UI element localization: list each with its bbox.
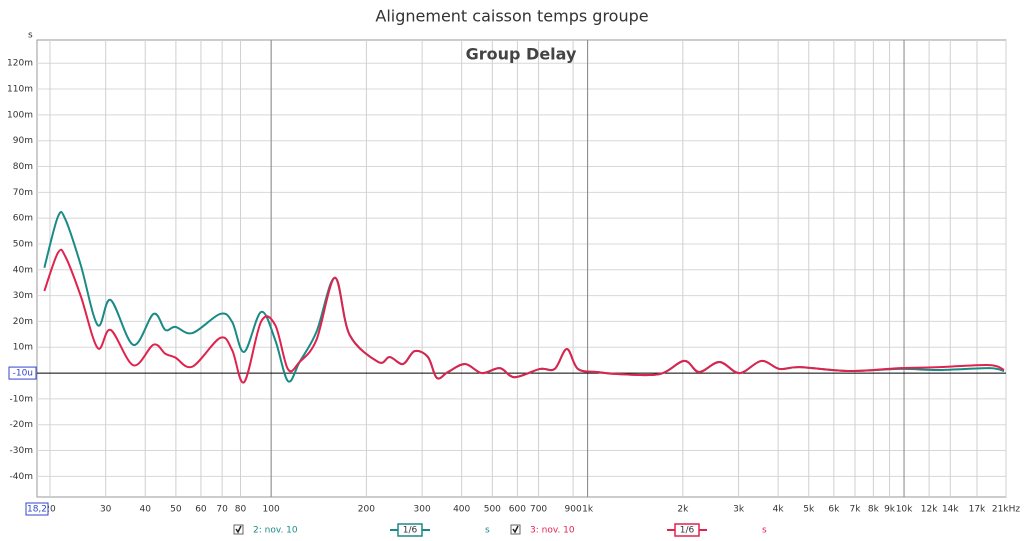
- x-tick-label: 21kHz: [992, 505, 1020, 515]
- y-tick-label: 90m: [13, 136, 33, 146]
- cursor-x-box: [25, 502, 49, 516]
- y-tick-label: -30m: [10, 446, 33, 456]
- legend-check: [512, 525, 519, 534]
- y-tick-label: -40m: [10, 472, 33, 482]
- series-line: [43, 248, 1005, 384]
- x-tick-label: 60: [195, 505, 207, 515]
- y-tick-label: 60m: [13, 214, 33, 224]
- x-tick-label: 6k: [828, 505, 840, 515]
- y-tick-label: 20m: [13, 317, 33, 327]
- legend-smoothing-box[interactable]: [674, 523, 700, 537]
- y-tick-label: 40m: [13, 265, 33, 275]
- legend-smoothing: 1/6: [680, 526, 695, 536]
- legend-unit: s: [762, 526, 767, 536]
- x-tick-label: 40: [139, 505, 151, 515]
- y-unit: s: [28, 31, 33, 41]
- y-tick-label: 50m: [13, 239, 33, 249]
- legend-smoothing-box[interactable]: [397, 523, 423, 537]
- y-tick-label: 100m: [7, 110, 33, 120]
- legend-check: [235, 525, 242, 534]
- x-tick-label: 80: [235, 505, 247, 515]
- y-tick-label: 70m: [13, 188, 33, 198]
- x-tick-label: 3k: [733, 505, 745, 515]
- cursor-x-label: 18,2: [27, 505, 47, 515]
- x-tick-label: 200: [358, 505, 375, 515]
- x-tick-label: 4k: [773, 505, 785, 515]
- y-tick-label: 10m: [13, 343, 33, 353]
- y-tick-label: 110m: [7, 85, 33, 95]
- x-tick-label: 20: [44, 505, 56, 515]
- x-tick-label: 5k: [803, 505, 815, 515]
- x-tick-label: 500: [484, 505, 501, 515]
- legend-label: 3: nov. 10: [530, 526, 575, 536]
- cursor-y-box: [8, 366, 37, 380]
- chart-title: Alignement caisson temps groupe: [375, 7, 648, 26]
- x-tick-label: 600: [509, 505, 526, 515]
- x-tick-label: 7k: [850, 505, 862, 515]
- x-tick-label: 300: [414, 505, 431, 515]
- y-tick-label: -20m: [10, 420, 33, 430]
- plot-area: [36, 39, 1007, 498]
- legend-label: 2: nov. 10: [253, 526, 298, 536]
- y-tick-label: 120m: [7, 59, 33, 69]
- x-tick-label: 14k: [942, 505, 959, 515]
- x-tick-label: 12k: [921, 505, 938, 515]
- plot-subtitle: Group Delay: [466, 45, 577, 64]
- x-tick-label: 9k: [884, 505, 896, 515]
- x-tick-label: 900: [565, 505, 582, 515]
- x-tick-label: 1k: [582, 505, 594, 515]
- y-tick-label: 30m: [13, 291, 33, 301]
- x-tick-label: 700: [530, 505, 547, 515]
- y-tick-label: -10m: [10, 394, 33, 404]
- x-tick-label: 10k: [896, 505, 913, 515]
- y-tick-label: 80m: [13, 162, 33, 172]
- legend-unit: s: [485, 526, 490, 536]
- legend-smoothing: 1/6: [403, 526, 418, 536]
- x-tick-label: 50: [170, 505, 182, 515]
- x-tick-label: 400: [453, 505, 470, 515]
- x-tick-label: 70: [216, 505, 228, 515]
- x-tick-label: 8k: [868, 505, 880, 515]
- x-tick-label: 2k: [677, 505, 689, 515]
- x-tick-label: 30: [100, 505, 112, 515]
- cursor-y-label: -10u: [13, 369, 33, 379]
- x-tick-label: 17k: [969, 505, 986, 515]
- x-tick-label: 100: [263, 505, 280, 515]
